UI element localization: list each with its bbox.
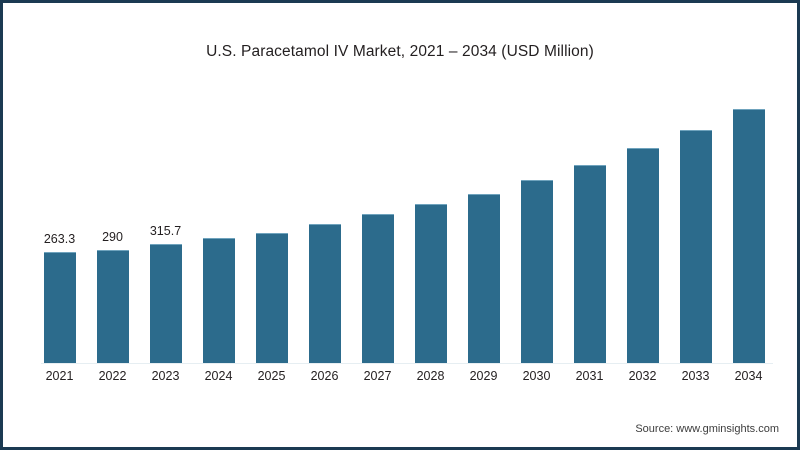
bar bbox=[520, 180, 553, 363]
x-axis-tick-label: 2028 bbox=[416, 369, 445, 383]
x-axis-tick-label: 2030 bbox=[522, 369, 551, 383]
bar-group: 290 bbox=[86, 88, 139, 363]
bar bbox=[308, 224, 341, 363]
x-axis-tick-label: 2021 bbox=[45, 369, 74, 383]
bar-value-label: 290 bbox=[102, 230, 123, 244]
chart-title: U.S. Paracetamol IV Market, 2021 – 2034 … bbox=[206, 43, 594, 60]
bar bbox=[361, 214, 394, 363]
x-axis-tick-label: 2034 bbox=[734, 369, 763, 383]
x-axis-tick-label: 2029 bbox=[469, 369, 498, 383]
bar-group bbox=[457, 88, 510, 363]
bar-value-label: 315.7 bbox=[149, 224, 182, 238]
bar-group bbox=[351, 88, 404, 363]
x-axis-labels: 2021 2022 2023 2024 2025 2026 2027 2028 2029 2030… bbox=[33, 369, 773, 383]
bar-value-label: 263.3 bbox=[43, 232, 76, 246]
x-axis-tick-label: 2025 bbox=[257, 369, 286, 383]
bar bbox=[573, 165, 606, 363]
x-axis-tick-label: 2032 bbox=[628, 369, 657, 383]
bar bbox=[626, 148, 659, 363]
bar bbox=[679, 130, 712, 363]
bar-group bbox=[510, 88, 563, 363]
bar bbox=[96, 250, 129, 363]
bar-group bbox=[669, 88, 722, 363]
plot-area: 263.3 290 315.7 bbox=[33, 88, 773, 364]
bar bbox=[414, 204, 447, 363]
x-axis-tick-label: 2033 bbox=[681, 369, 710, 383]
bar bbox=[732, 109, 765, 363]
bar bbox=[467, 194, 500, 363]
bar-group bbox=[722, 88, 775, 363]
bars-row: 263.3 290 315.7 bbox=[33, 88, 773, 363]
bar-group bbox=[563, 88, 616, 363]
x-axis-tick-label: 2026 bbox=[310, 369, 339, 383]
bar-group: 263.3 bbox=[33, 88, 86, 363]
x-axis-tick-label: 2027 bbox=[363, 369, 392, 383]
x-axis-tick-label: 2031 bbox=[575, 369, 604, 383]
x-axis-tick-label: 2022 bbox=[98, 369, 127, 383]
bar-group bbox=[298, 88, 351, 363]
bar-group bbox=[192, 88, 245, 363]
bar-group: 315.7 bbox=[139, 88, 192, 363]
bar bbox=[43, 252, 76, 363]
source-note: Source: www.gminsights.com bbox=[635, 423, 779, 435]
bar-group bbox=[245, 88, 298, 363]
bar bbox=[255, 233, 288, 363]
bar-group bbox=[616, 88, 669, 363]
bar bbox=[149, 244, 182, 363]
x-axis-tick-label: 2023 bbox=[151, 369, 180, 383]
x-axis-tick-label: 2024 bbox=[204, 369, 233, 383]
x-axis-line bbox=[41, 363, 773, 364]
bar bbox=[202, 238, 235, 363]
bar-group bbox=[404, 88, 457, 363]
